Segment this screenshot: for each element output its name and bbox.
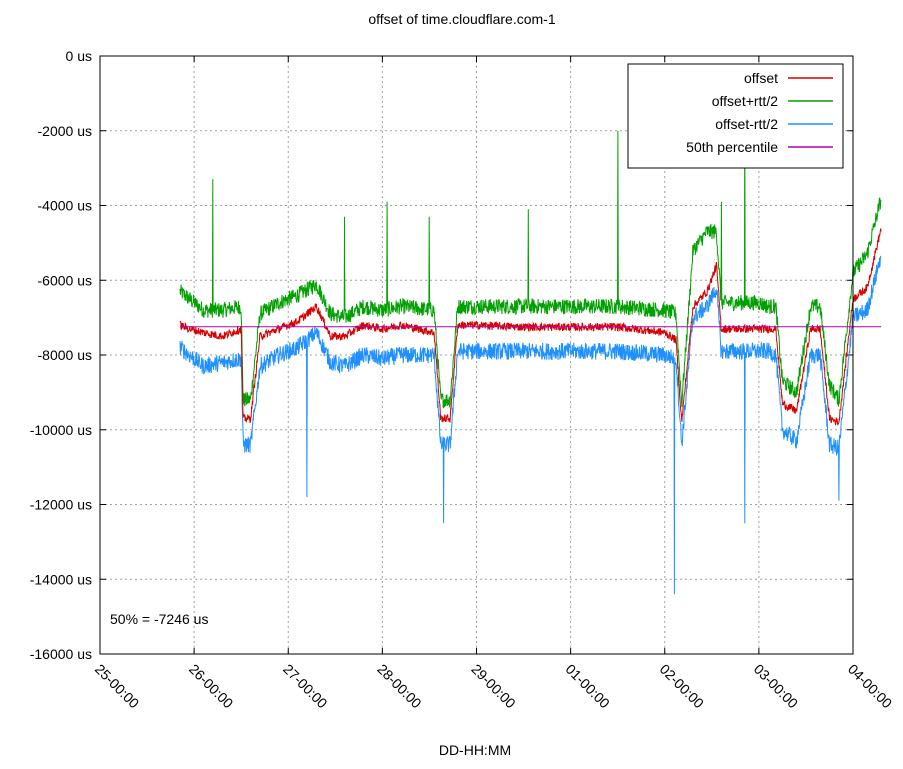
legend-label: offset+rtt/2 bbox=[712, 93, 778, 109]
series-lines bbox=[179, 100, 882, 595]
legend-label: offset bbox=[744, 70, 778, 86]
y-tick-label: -6000 us bbox=[38, 272, 92, 288]
legend-box bbox=[627, 63, 844, 169]
y-tick-label: -16000 us bbox=[30, 646, 92, 662]
y-tick-label: -14000 us bbox=[30, 571, 92, 587]
series-line-offset bbox=[179, 228, 882, 426]
percentile-annotation: 50% = -7246 us bbox=[110, 611, 208, 627]
y-tick-label: -4000 us bbox=[38, 198, 92, 214]
y-tick-label: -12000 us bbox=[30, 497, 92, 513]
plot-frame bbox=[99, 55, 854, 655]
legend: offset offset+rtt/2 offset-rtt/2 50th perce… bbox=[627, 63, 844, 169]
y-tick-label: -8000 us bbox=[38, 347, 92, 363]
legend-label: 50th percentile bbox=[686, 139, 778, 155]
y-tick-label: -10000 us bbox=[30, 422, 92, 438]
legend-label: offset-rtt/2 bbox=[715, 116, 778, 132]
series-line-offset-rtt-2 bbox=[179, 255, 882, 595]
x-axis-label: DD-HH:MM bbox=[439, 742, 511, 758]
chart-title: offset of time.cloudflare.com-1 bbox=[368, 11, 555, 27]
series-line-offset-rtt-2 bbox=[179, 100, 882, 409]
y-tick-label: 0 us bbox=[66, 48, 92, 64]
y-tick-label: -2000 us bbox=[38, 123, 92, 139]
